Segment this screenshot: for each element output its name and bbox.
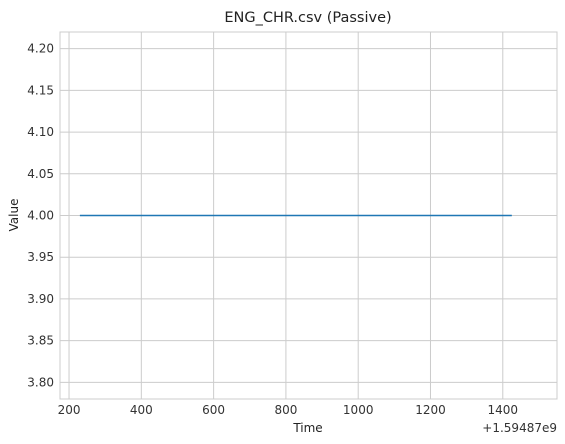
x-tick-label: 200	[58, 403, 81, 417]
x-tick-label: 1200	[415, 403, 446, 417]
y-tick-labels: 3.80 3.85 3.90 3.95 4.00 4.05 4.10 4.15 4.20	[27, 42, 54, 390]
y-tick-label: 3.85	[27, 334, 54, 348]
y-tick-label: 4.00	[27, 209, 54, 223]
x-axis-label: Time	[292, 421, 322, 435]
x-offset-label: +1.59487e9	[482, 421, 557, 435]
y-axis-label: Value	[7, 199, 21, 232]
y-tick-label: 3.95	[27, 250, 54, 264]
y-tick-label: 4.05	[27, 167, 54, 181]
grid-lines	[60, 32, 557, 399]
x-tick-label: 1000	[343, 403, 374, 417]
y-tick-label: 3.90	[27, 292, 54, 306]
y-tick-label: 4.15	[27, 83, 54, 97]
x-tick-labels: 200 400 600 800 1000 1200 1400	[58, 403, 518, 417]
y-tick-label: 4.20	[27, 42, 54, 56]
x-tick-label: 1400	[488, 403, 519, 417]
x-tick-label: 400	[130, 403, 153, 417]
y-tick-label: 3.80	[27, 375, 54, 389]
x-tick-label: 600	[202, 403, 225, 417]
y-tick-label: 4.10	[27, 125, 54, 139]
x-tick-label: 800	[274, 403, 297, 417]
chart-title: ENG_CHR.csv (Passive)	[224, 10, 391, 26]
